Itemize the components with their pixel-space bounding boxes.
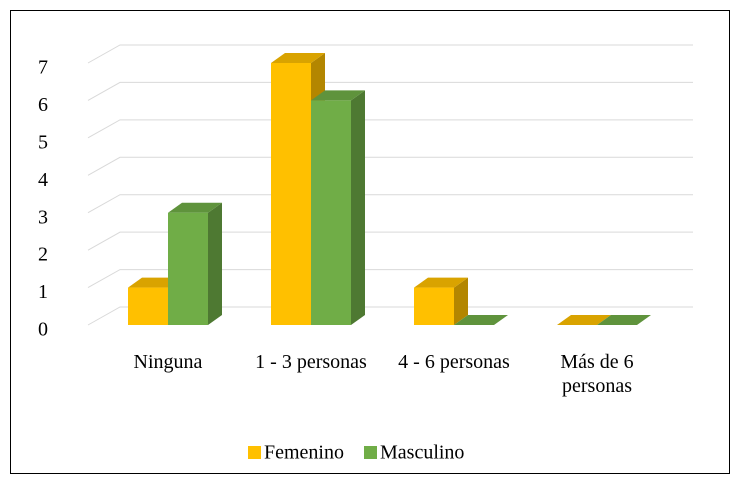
frame [10, 10, 730, 474]
bar-front [414, 287, 454, 325]
bar-side [454, 277, 468, 325]
bar-side [351, 90, 365, 325]
grid-line [87, 194, 693, 214]
bar [557, 315, 611, 325]
legend-label: Masculino [380, 442, 464, 464]
y-tick-label: 7 [38, 57, 48, 79]
bar [168, 202, 222, 325]
x-tick-label: 1 - 3 personas [255, 351, 367, 373]
grid-line [87, 119, 693, 139]
y-tick-label: 0 [38, 319, 48, 341]
legend-swatch [364, 446, 377, 459]
bar-top [557, 315, 611, 325]
bar-top [414, 277, 468, 288]
bar [597, 315, 651, 325]
grid-line [87, 81, 693, 101]
grid-line [87, 231, 693, 251]
legend-swatch [248, 446, 261, 459]
bar-front [311, 100, 351, 325]
grid-line [87, 269, 693, 289]
bar-top [168, 202, 222, 213]
legend-label: Femenino [264, 442, 344, 464]
y-tick-label: 6 [38, 94, 48, 116]
y-tick-label: 1 [38, 281, 48, 303]
grid-line [87, 156, 693, 176]
grid-line [87, 306, 693, 326]
y-tick-label: 3 [38, 206, 48, 228]
bar [414, 277, 468, 325]
grid-line [87, 44, 693, 64]
bar-front [128, 287, 168, 325]
bar-top [311, 90, 365, 101]
y-tick-label: 2 [38, 244, 48, 266]
bar-top [597, 315, 651, 325]
bar [454, 315, 508, 325]
bar [311, 90, 365, 325]
y-tick-label: 5 [38, 131, 48, 153]
bar-front [271, 63, 311, 325]
x-tick-label: 4 - 6 personas [398, 351, 510, 373]
bar-top [271, 53, 325, 63]
bar-top [454, 315, 508, 325]
x-tick-label: Más de 6 personas [560, 351, 634, 397]
x-tick-label: Ninguna [133, 351, 203, 373]
y-tick-label: 4 [38, 169, 48, 191]
bar-side [208, 202, 222, 325]
bar-front [168, 212, 208, 325]
